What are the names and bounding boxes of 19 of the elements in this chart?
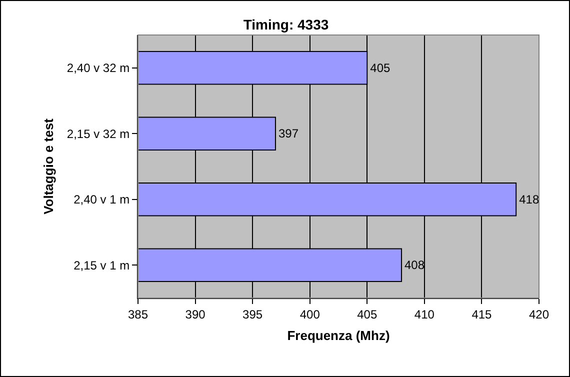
y-tick-label: 2,40 v 1 m	[74, 192, 130, 207]
y-tick-label: 2,15 v 1 m	[74, 258, 130, 272]
data-label: 418	[519, 192, 540, 206]
data-label: 397	[278, 126, 299, 141]
x-tick-label: 390	[185, 307, 206, 322]
x-axis-title: Frequenza (Mhz)	[287, 328, 390, 343]
x-tick-label: 410	[414, 307, 435, 322]
y-tick-label: 2,15 v 32 m	[66, 126, 130, 141]
y-tick-label: 2,40 v 32 m	[66, 61, 130, 76]
x-tick-label: 420	[528, 307, 550, 322]
y-axis-title: Voltaggio e test	[40, 118, 56, 214]
x-tick-label: 400	[300, 307, 320, 322]
x-tick-label: 385	[128, 307, 148, 322]
x-tick-label: 405	[357, 307, 378, 322]
data-label: 408	[404, 258, 425, 272]
x-tick-label: 415	[472, 307, 492, 322]
chart-title: Timing: 4333	[243, 16, 329, 33]
data-label: 405	[370, 60, 390, 75]
x-tick-label: 395	[242, 307, 263, 322]
